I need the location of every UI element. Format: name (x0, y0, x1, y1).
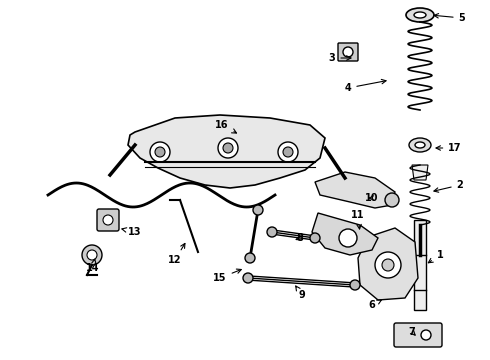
Text: 15: 15 (213, 269, 241, 283)
Circle shape (223, 143, 233, 153)
Text: 14: 14 (86, 259, 100, 273)
Text: 3: 3 (329, 53, 351, 63)
Text: 2: 2 (434, 180, 464, 192)
Text: 13: 13 (122, 227, 142, 237)
Polygon shape (128, 115, 325, 188)
Circle shape (343, 47, 353, 57)
Text: 1: 1 (428, 250, 443, 263)
Circle shape (339, 229, 357, 247)
Circle shape (382, 259, 394, 271)
Circle shape (267, 227, 277, 237)
Ellipse shape (415, 142, 425, 148)
Bar (414, 220, 426, 310)
Circle shape (103, 215, 113, 225)
Text: 11: 11 (351, 210, 365, 229)
Circle shape (283, 147, 293, 157)
Text: 16: 16 (215, 120, 237, 133)
Text: 10: 10 (365, 193, 379, 203)
Circle shape (245, 253, 255, 263)
Text: 6: 6 (368, 300, 382, 310)
Ellipse shape (406, 8, 434, 22)
Circle shape (87, 250, 97, 260)
Circle shape (82, 245, 102, 265)
Circle shape (243, 273, 253, 283)
Polygon shape (312, 213, 378, 255)
Circle shape (278, 142, 298, 162)
FancyBboxPatch shape (338, 43, 358, 61)
Text: 4: 4 (344, 80, 386, 93)
Polygon shape (315, 172, 395, 208)
Text: 12: 12 (168, 243, 185, 265)
Circle shape (310, 233, 320, 243)
FancyBboxPatch shape (97, 209, 119, 231)
Circle shape (155, 147, 165, 157)
Circle shape (253, 205, 263, 215)
Polygon shape (358, 228, 418, 300)
Text: 17: 17 (436, 143, 462, 153)
Circle shape (350, 280, 360, 290)
Ellipse shape (409, 138, 431, 152)
Text: 8: 8 (296, 233, 303, 243)
Ellipse shape (414, 12, 426, 18)
FancyBboxPatch shape (394, 323, 442, 347)
Text: 5: 5 (434, 13, 465, 23)
Circle shape (421, 330, 431, 340)
Circle shape (385, 193, 399, 207)
Text: 7: 7 (409, 327, 416, 337)
Circle shape (375, 252, 401, 278)
Circle shape (150, 142, 170, 162)
Text: 9: 9 (295, 286, 305, 300)
Polygon shape (412, 165, 428, 180)
Circle shape (218, 138, 238, 158)
